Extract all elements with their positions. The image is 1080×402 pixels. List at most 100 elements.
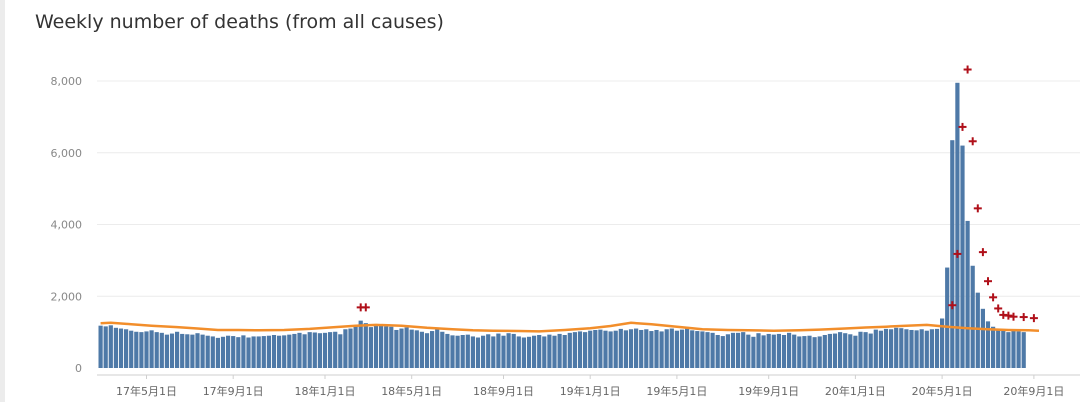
bar	[424, 333, 430, 368]
bar	[715, 334, 720, 368]
bar	[445, 333, 450, 368]
bar	[838, 332, 843, 368]
bar	[725, 334, 730, 368]
bar	[491, 336, 496, 368]
bar	[858, 331, 863, 368]
bar	[1006, 332, 1011, 368]
excess-marker	[1019, 313, 1028, 322]
bar	[302, 334, 307, 368]
bar	[149, 330, 154, 368]
bar	[124, 329, 129, 368]
bar	[649, 331, 654, 368]
bar	[904, 329, 909, 368]
bar	[623, 330, 628, 368]
bar	[639, 329, 644, 368]
bar	[287, 334, 292, 368]
x-tick-label: 19年9月1日	[738, 384, 799, 398]
bar	[251, 336, 256, 368]
bar	[185, 334, 190, 368]
bar	[113, 327, 118, 368]
excess-marker	[1009, 312, 1018, 321]
bar	[363, 323, 368, 368]
excess-marker	[948, 301, 957, 310]
bar	[985, 321, 991, 368]
bar	[634, 328, 639, 368]
bar	[241, 335, 246, 368]
bar	[435, 329, 440, 368]
bar	[511, 333, 516, 368]
bar	[679, 329, 685, 368]
bar	[1016, 331, 1021, 368]
bar	[659, 331, 664, 368]
bar	[787, 332, 792, 368]
bar	[164, 334, 169, 368]
x-tick-label: 17年5月1日	[116, 384, 177, 398]
gridlines	[97, 80, 1080, 297]
bar	[532, 335, 537, 368]
y-tick-label: 2,000	[51, 290, 83, 303]
bar	[409, 329, 414, 368]
bar	[771, 334, 776, 368]
bar	[730, 332, 736, 368]
bar	[343, 329, 348, 368]
bar	[333, 331, 338, 368]
bar	[516, 336, 521, 368]
bar	[506, 333, 511, 368]
bar	[430, 331, 435, 368]
bar	[175, 331, 180, 368]
bar	[669, 328, 674, 368]
bar	[98, 325, 103, 368]
bar	[139, 332, 144, 368]
bar	[118, 328, 124, 368]
bar	[1011, 330, 1016, 368]
x-axis-labels: 17年5月1日 17年9月1日 18年1月1日 18年5月1日 18年9月1日 19年1月…	[116, 375, 1064, 398]
bar	[776, 333, 781, 368]
bar	[215, 337, 220, 368]
bar	[853, 335, 858, 368]
bar	[848, 334, 853, 368]
bar	[996, 329, 1001, 368]
excess-markers-layer	[356, 65, 1038, 323]
excess-marker	[989, 293, 998, 302]
bar	[628, 329, 634, 368]
x-tick-label: 20年9月1日	[1003, 384, 1064, 398]
bar	[950, 140, 955, 368]
bar	[440, 331, 445, 368]
x-tick-label: 18年1月1日	[295, 384, 356, 398]
bar	[965, 220, 970, 368]
bar	[277, 335, 282, 368]
bar	[129, 330, 134, 368]
bar	[883, 328, 889, 368]
bar	[577, 331, 583, 368]
bar	[195, 333, 200, 368]
y-tick-label: 6,000	[51, 147, 83, 160]
chart-title: Weekly number of deaths (from all causes…	[35, 11, 444, 33]
bar	[1021, 332, 1026, 368]
bar	[537, 334, 542, 368]
bar	[542, 336, 547, 368]
bar	[975, 292, 980, 368]
bar	[802, 336, 807, 368]
bar	[312, 332, 317, 368]
bar	[526, 336, 532, 368]
excess-marker	[978, 248, 987, 257]
x-tick-label: 20年5月1日	[912, 384, 973, 398]
left-edge-panel	[0, 0, 5, 402]
bar	[144, 331, 149, 368]
bar	[766, 333, 771, 368]
bar	[873, 329, 878, 368]
bar	[108, 325, 113, 368]
x-tick-label: 19年1月1日	[560, 384, 621, 398]
y-tick-label: 0	[75, 362, 82, 375]
bar	[695, 331, 700, 368]
bar	[919, 329, 924, 368]
excess-marker	[968, 137, 977, 146]
bar	[475, 337, 481, 368]
bar	[399, 328, 404, 368]
bar	[899, 328, 904, 368]
expected-deaths-line	[100, 321, 1040, 333]
bar	[945, 267, 950, 368]
bar	[878, 330, 883, 368]
excess-marker	[994, 304, 1003, 313]
bar	[980, 308, 985, 368]
